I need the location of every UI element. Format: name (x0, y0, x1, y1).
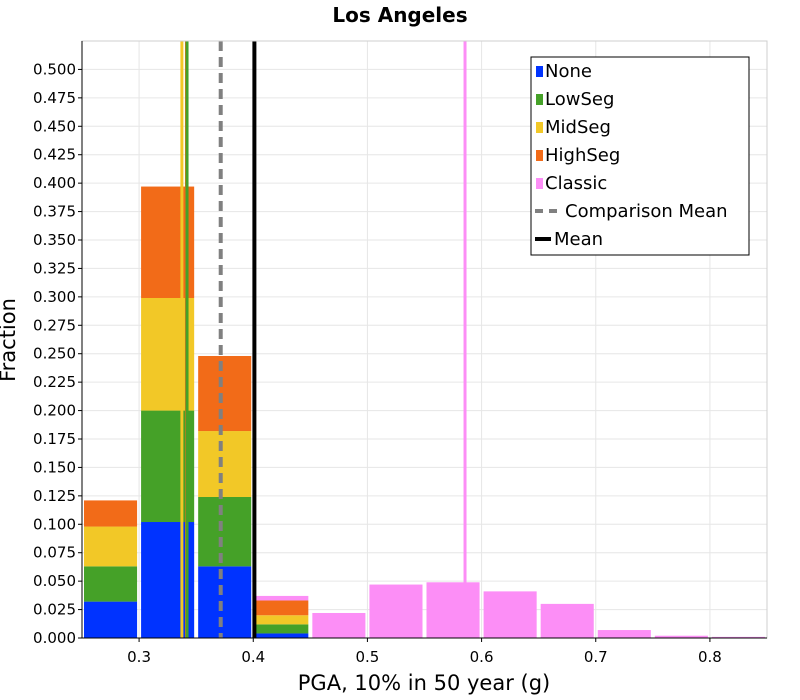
y-tick-label: 0.475 (33, 89, 76, 107)
bar-segment-classic (426, 582, 480, 638)
bar-segment-classic (312, 612, 366, 638)
legend-swatch-classic (536, 178, 543, 189)
x-tick-label: 0.8 (698, 648, 722, 666)
legend-label-none: None (545, 61, 592, 82)
y-tick-label: 0.075 (33, 544, 76, 562)
bar-segment-lowseg (255, 624, 309, 634)
bar-segment-highseg (198, 355, 252, 432)
legend-swatch-lowseg (536, 94, 543, 105)
bar-segment-none (84, 601, 138, 638)
legend-label-midseg: MidSeg (545, 117, 611, 138)
bar-segment-classic (654, 635, 708, 638)
x-tick-label: 0.6 (470, 648, 494, 666)
legend-swatch-midseg (536, 122, 543, 133)
legend-label-mean: Mean (554, 229, 603, 250)
y-tick-label: 0.500 (33, 60, 76, 78)
legend-label-highseg: HighSeg (545, 145, 620, 166)
bar-segment-midseg (255, 615, 309, 625)
y-tick-label: 0.100 (33, 515, 76, 533)
bar-segment-classic (483, 591, 537, 638)
y-tick-label: 0.000 (33, 629, 76, 647)
bar-segment-classic (369, 584, 423, 638)
bar-segment-lowseg (84, 566, 138, 602)
bar-segment-classic (711, 636, 765, 638)
x-tick-label: 0.7 (584, 648, 608, 666)
bar-segment-classic (255, 595, 309, 601)
y-tick-label: 0.025 (33, 601, 76, 619)
legend-box (530, 56, 750, 256)
y-tick-label: 0.325 (33, 259, 76, 277)
y-tick-label: 0.350 (33, 231, 76, 249)
legend-swatch-none (536, 66, 543, 77)
y-tick-label: 0.050 (33, 572, 76, 590)
x-tick-label: 0.3 (127, 648, 151, 666)
y-tick-label: 0.450 (33, 117, 76, 135)
y-tick-label: 0.400 (33, 174, 76, 192)
y-tick-label: 0.425 (33, 146, 76, 164)
y-axis-label: Fraction (0, 298, 20, 382)
legend: None LowSeg MidSeg HighSeg Classic Comparison… (530, 56, 750, 256)
y-tick-label: 0.300 (33, 288, 76, 306)
legend-label-comparison-mean: Comparison Mean (565, 201, 728, 222)
y-tick-label: 0.175 (33, 430, 76, 448)
bar-segment-none (198, 566, 252, 638)
legend-swatch-highseg (536, 150, 543, 161)
y-tick-label: 0.250 (33, 345, 76, 363)
y-tick-label: 0.275 (33, 316, 76, 334)
y-tick-label: 0.200 (33, 402, 76, 420)
bar-segment-classic (597, 630, 651, 638)
y-tick-label: 0.125 (33, 487, 76, 505)
bar-segment-lowseg (198, 496, 252, 567)
x-tick-label: 0.5 (355, 648, 379, 666)
bar-segment-highseg (255, 600, 309, 616)
y-tick-label: 0.150 (33, 458, 76, 476)
y-tick-label: 0.225 (33, 373, 76, 391)
chart-title: Los Angeles (332, 3, 467, 27)
bar-segment-none (255, 633, 309, 638)
legend-label-classic: Classic (545, 173, 607, 194)
bar-segment-highseg (84, 500, 138, 527)
x-axis-label: PGA, 10% in 50 year (g) (298, 671, 550, 695)
bar-segment-classic (540, 603, 594, 638)
bar-segment-midseg (198, 431, 252, 497)
legend-label-lowseg: LowSeg (545, 89, 614, 110)
x-tick-label: 0.4 (241, 648, 265, 666)
bar-segment-midseg (84, 526, 138, 567)
y-tick-label: 0.375 (33, 203, 76, 221)
